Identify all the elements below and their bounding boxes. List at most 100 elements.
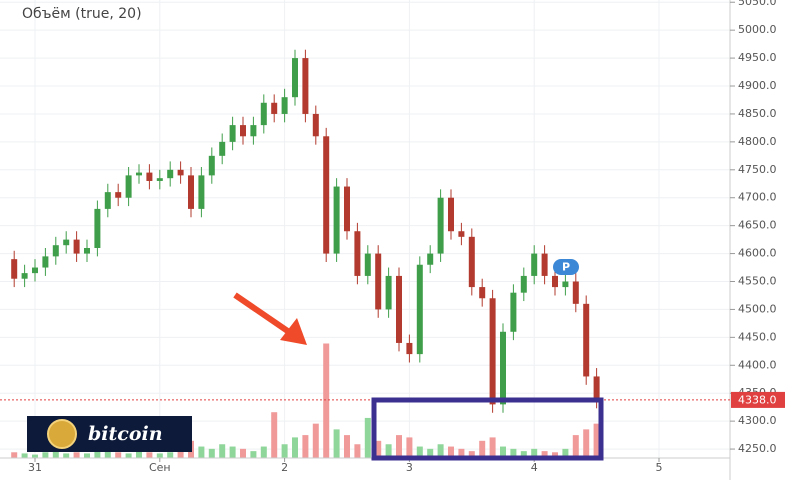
candle-body (229, 125, 236, 142)
candle-body (406, 342, 413, 355)
candle-body (302, 58, 309, 114)
volume-bar (312, 423, 319, 458)
y-tick-label: 4800.0 (738, 135, 777, 148)
candle-body (489, 298, 496, 405)
volume-bar (583, 429, 590, 458)
volume-bar (552, 452, 558, 458)
candle-body (562, 281, 569, 288)
candle-body (396, 275, 402, 343)
volume-bar (219, 444, 226, 458)
arrow-shaft (233, 292, 294, 337)
volume-bar (333, 429, 340, 458)
volume-bar (94, 448, 101, 458)
volume-bar (416, 446, 423, 458)
candle-body (240, 125, 246, 137)
volume-bar (11, 452, 18, 458)
candle-body (281, 97, 288, 114)
grid (0, 0, 730, 458)
candle-body (188, 175, 194, 209)
x-tick-label: 3 (406, 461, 413, 474)
volume-bar (354, 444, 361, 458)
x-tick-label: 4 (531, 461, 538, 474)
candle-body (84, 247, 90, 254)
volume-bar (21, 453, 28, 458)
volume-bar (427, 448, 434, 458)
candle-body (52, 245, 59, 257)
y-tick-label: 4250.0 (738, 442, 777, 455)
candle-body (437, 197, 444, 254)
volume-bar (448, 446, 454, 458)
y-tick-label: 4500.0 (738, 302, 777, 315)
highlight-box (371, 397, 604, 461)
candle-body (260, 102, 267, 126)
volume-bar (271, 412, 278, 458)
y-tick-label: 4600.0 (738, 247, 777, 260)
y-tick-label: 4750.0 (738, 163, 777, 176)
volume-bar (344, 435, 350, 458)
volume-bar (541, 451, 548, 458)
candle-body (21, 273, 28, 279)
x-tick-label: 31 (28, 461, 42, 474)
volume-bar (510, 448, 517, 458)
candle-body (115, 192, 122, 198)
volume-bar (323, 343, 330, 458)
candle-body (42, 256, 49, 268)
candle-body (63, 239, 70, 246)
volume-bar (489, 437, 496, 458)
candle-body (11, 259, 18, 279)
chart-title: Объём (true, 20) (22, 6, 142, 22)
volume-bar (104, 451, 111, 458)
candle-body (416, 264, 423, 355)
candle-body (593, 376, 600, 400)
candle-body (32, 267, 38, 274)
candle-body (177, 169, 184, 176)
last-price-label: 4338.0 (738, 393, 777, 406)
candle-body (510, 292, 517, 332)
y-tick-label: 5050.0 (738, 0, 777, 8)
candle-body (323, 136, 330, 254)
y-tick-label: 4400.0 (738, 358, 777, 371)
axes: 4250.04300.04350.04400.04450.04500.04550… (0, 0, 785, 474)
candle-body (250, 125, 257, 137)
volume-bar (468, 451, 475, 458)
volume-bar (281, 444, 288, 458)
y-tick-label: 4300.0 (738, 414, 777, 427)
candle-body (541, 253, 548, 276)
volume-bar (562, 448, 569, 458)
volume-bar (375, 440, 382, 458)
volume-bar (146, 452, 153, 458)
candle-body (354, 231, 361, 276)
candle-body (531, 253, 538, 276)
last-price-box (731, 391, 785, 408)
candle-body (198, 175, 205, 209)
x-tick-label: Сен (149, 461, 171, 474)
candle-body (427, 253, 434, 265)
candle-body (219, 141, 226, 156)
volume-bar (364, 417, 371, 458)
volume-bar (406, 437, 413, 458)
volume-bar (520, 451, 527, 458)
volume-bar (292, 437, 298, 458)
volume-bar (52, 451, 59, 458)
volume-bar (396, 435, 402, 458)
candle-body (552, 275, 558, 288)
y-tick-label: 4700.0 (738, 191, 777, 204)
volume-bar (531, 448, 538, 458)
candle-body (167, 169, 174, 179)
x-tick-label: 2 (281, 461, 288, 474)
volume-bar (302, 435, 309, 458)
volume-bar (156, 453, 163, 458)
y-tick-label: 4950.0 (738, 51, 777, 64)
volume-bar (250, 451, 257, 458)
y-tick-label: 4900.0 (738, 79, 777, 92)
volume-bar (500, 446, 506, 458)
volume-bar (42, 452, 49, 458)
y-tick-label: 4550.0 (738, 275, 777, 288)
marker-badge (553, 259, 579, 275)
logo-text: bitcoin (88, 423, 163, 445)
logo-coin (47, 419, 77, 449)
candle-body (333, 186, 340, 254)
candle-body (73, 239, 80, 254)
